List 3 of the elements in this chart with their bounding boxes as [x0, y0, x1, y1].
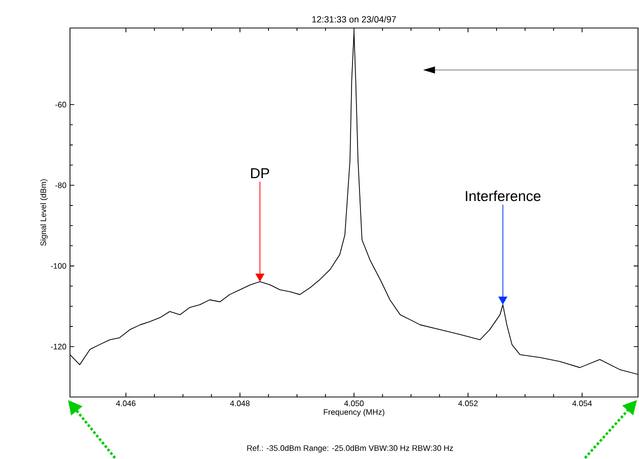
annotation: DP	[251, 168, 270, 178]
annotation: Interference	[466, 190, 540, 202]
chart-title: 12:31:33 on 23/04/97	[312, 16, 396, 22]
